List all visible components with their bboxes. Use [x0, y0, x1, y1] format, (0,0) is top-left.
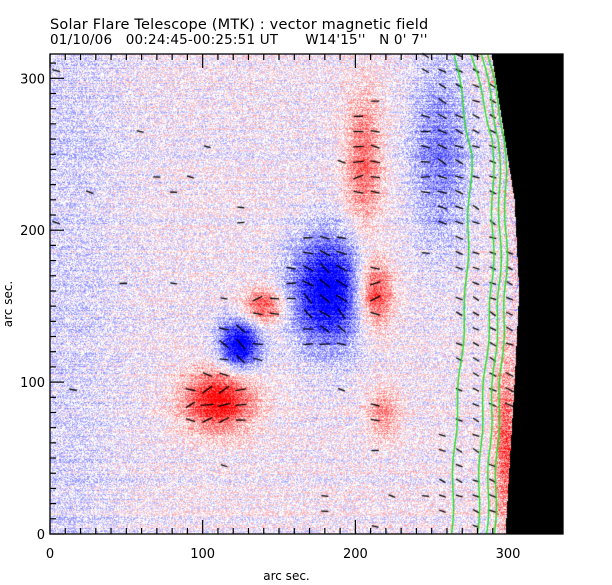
- y-tick-label: 200: [20, 224, 45, 239]
- x-tick-label: 200: [343, 547, 368, 562]
- x-tick-label: 100: [190, 547, 215, 562]
- y-tick-label: 100: [20, 376, 45, 391]
- x-tick-label: 300: [496, 547, 521, 562]
- y-tick-label: 0: [37, 528, 45, 543]
- x-axis-tick-labels: 0 100 200 300: [46, 547, 521, 562]
- y-axis-label: arc sec.: [1, 281, 15, 327]
- y-axis-ticks: [50, 62, 64, 535]
- x-axis-ticks: [49, 54, 555, 534]
- y-tick-label: 300: [20, 72, 45, 87]
- plot-frame: [49, 53, 564, 535]
- x-axis-label: arc sec.: [263, 569, 309, 583]
- x-tick-label: 0: [46, 547, 54, 562]
- y-axis-tick-labels: 0 100 200 300: [20, 72, 45, 543]
